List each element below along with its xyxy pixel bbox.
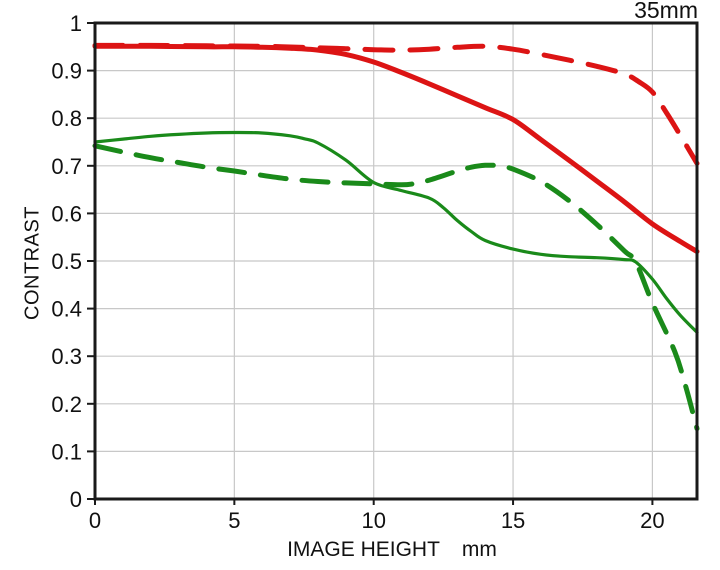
y-tick-label: 0.8 <box>51 106 82 131</box>
x-tick-label: 5 <box>228 508 240 533</box>
y-tick-label: 1 <box>70 11 82 36</box>
grid-layer <box>95 23 697 499</box>
y-tick-label: 0.6 <box>51 201 82 226</box>
curve-red-solid <box>92 43 700 254</box>
y-tick-label: 0.4 <box>51 297 82 322</box>
y-tick-label: 0.9 <box>51 59 82 84</box>
curve-green-solid <box>93 130 699 334</box>
y-tick-label: 0.7 <box>51 154 82 179</box>
curves-layer <box>92 42 700 432</box>
y-tick-label: 0.2 <box>51 392 82 417</box>
x-tick-label: 10 <box>361 508 385 533</box>
y-tick-label: 0.3 <box>51 344 82 369</box>
y-tick-label: 0 <box>70 487 82 512</box>
x-tick-label: 20 <box>640 508 664 533</box>
axis-layer <box>87 21 699 505</box>
chart-title: 35mm <box>634 0 698 23</box>
y-axis-title: CONTRAST <box>21 206 44 320</box>
x-axis-title: IMAGE HEIGHT mm <box>287 538 497 562</box>
y-tick-label: 0.1 <box>51 439 82 464</box>
x-tick-label: 15 <box>501 508 525 533</box>
x-axis-unit: mm <box>461 538 497 561</box>
y-tick-label: 0.5 <box>51 249 82 274</box>
curve-green-dashed <box>92 143 700 432</box>
x-tick-label: 0 <box>89 508 101 533</box>
x-axis-title-text: IMAGE HEIGHT <box>287 538 440 561</box>
curve-red-dashed <box>92 42 700 166</box>
tick-labels-layer: 00.10.20.30.40.50.60.70.80.910 5 10 15 20 <box>51 11 664 533</box>
